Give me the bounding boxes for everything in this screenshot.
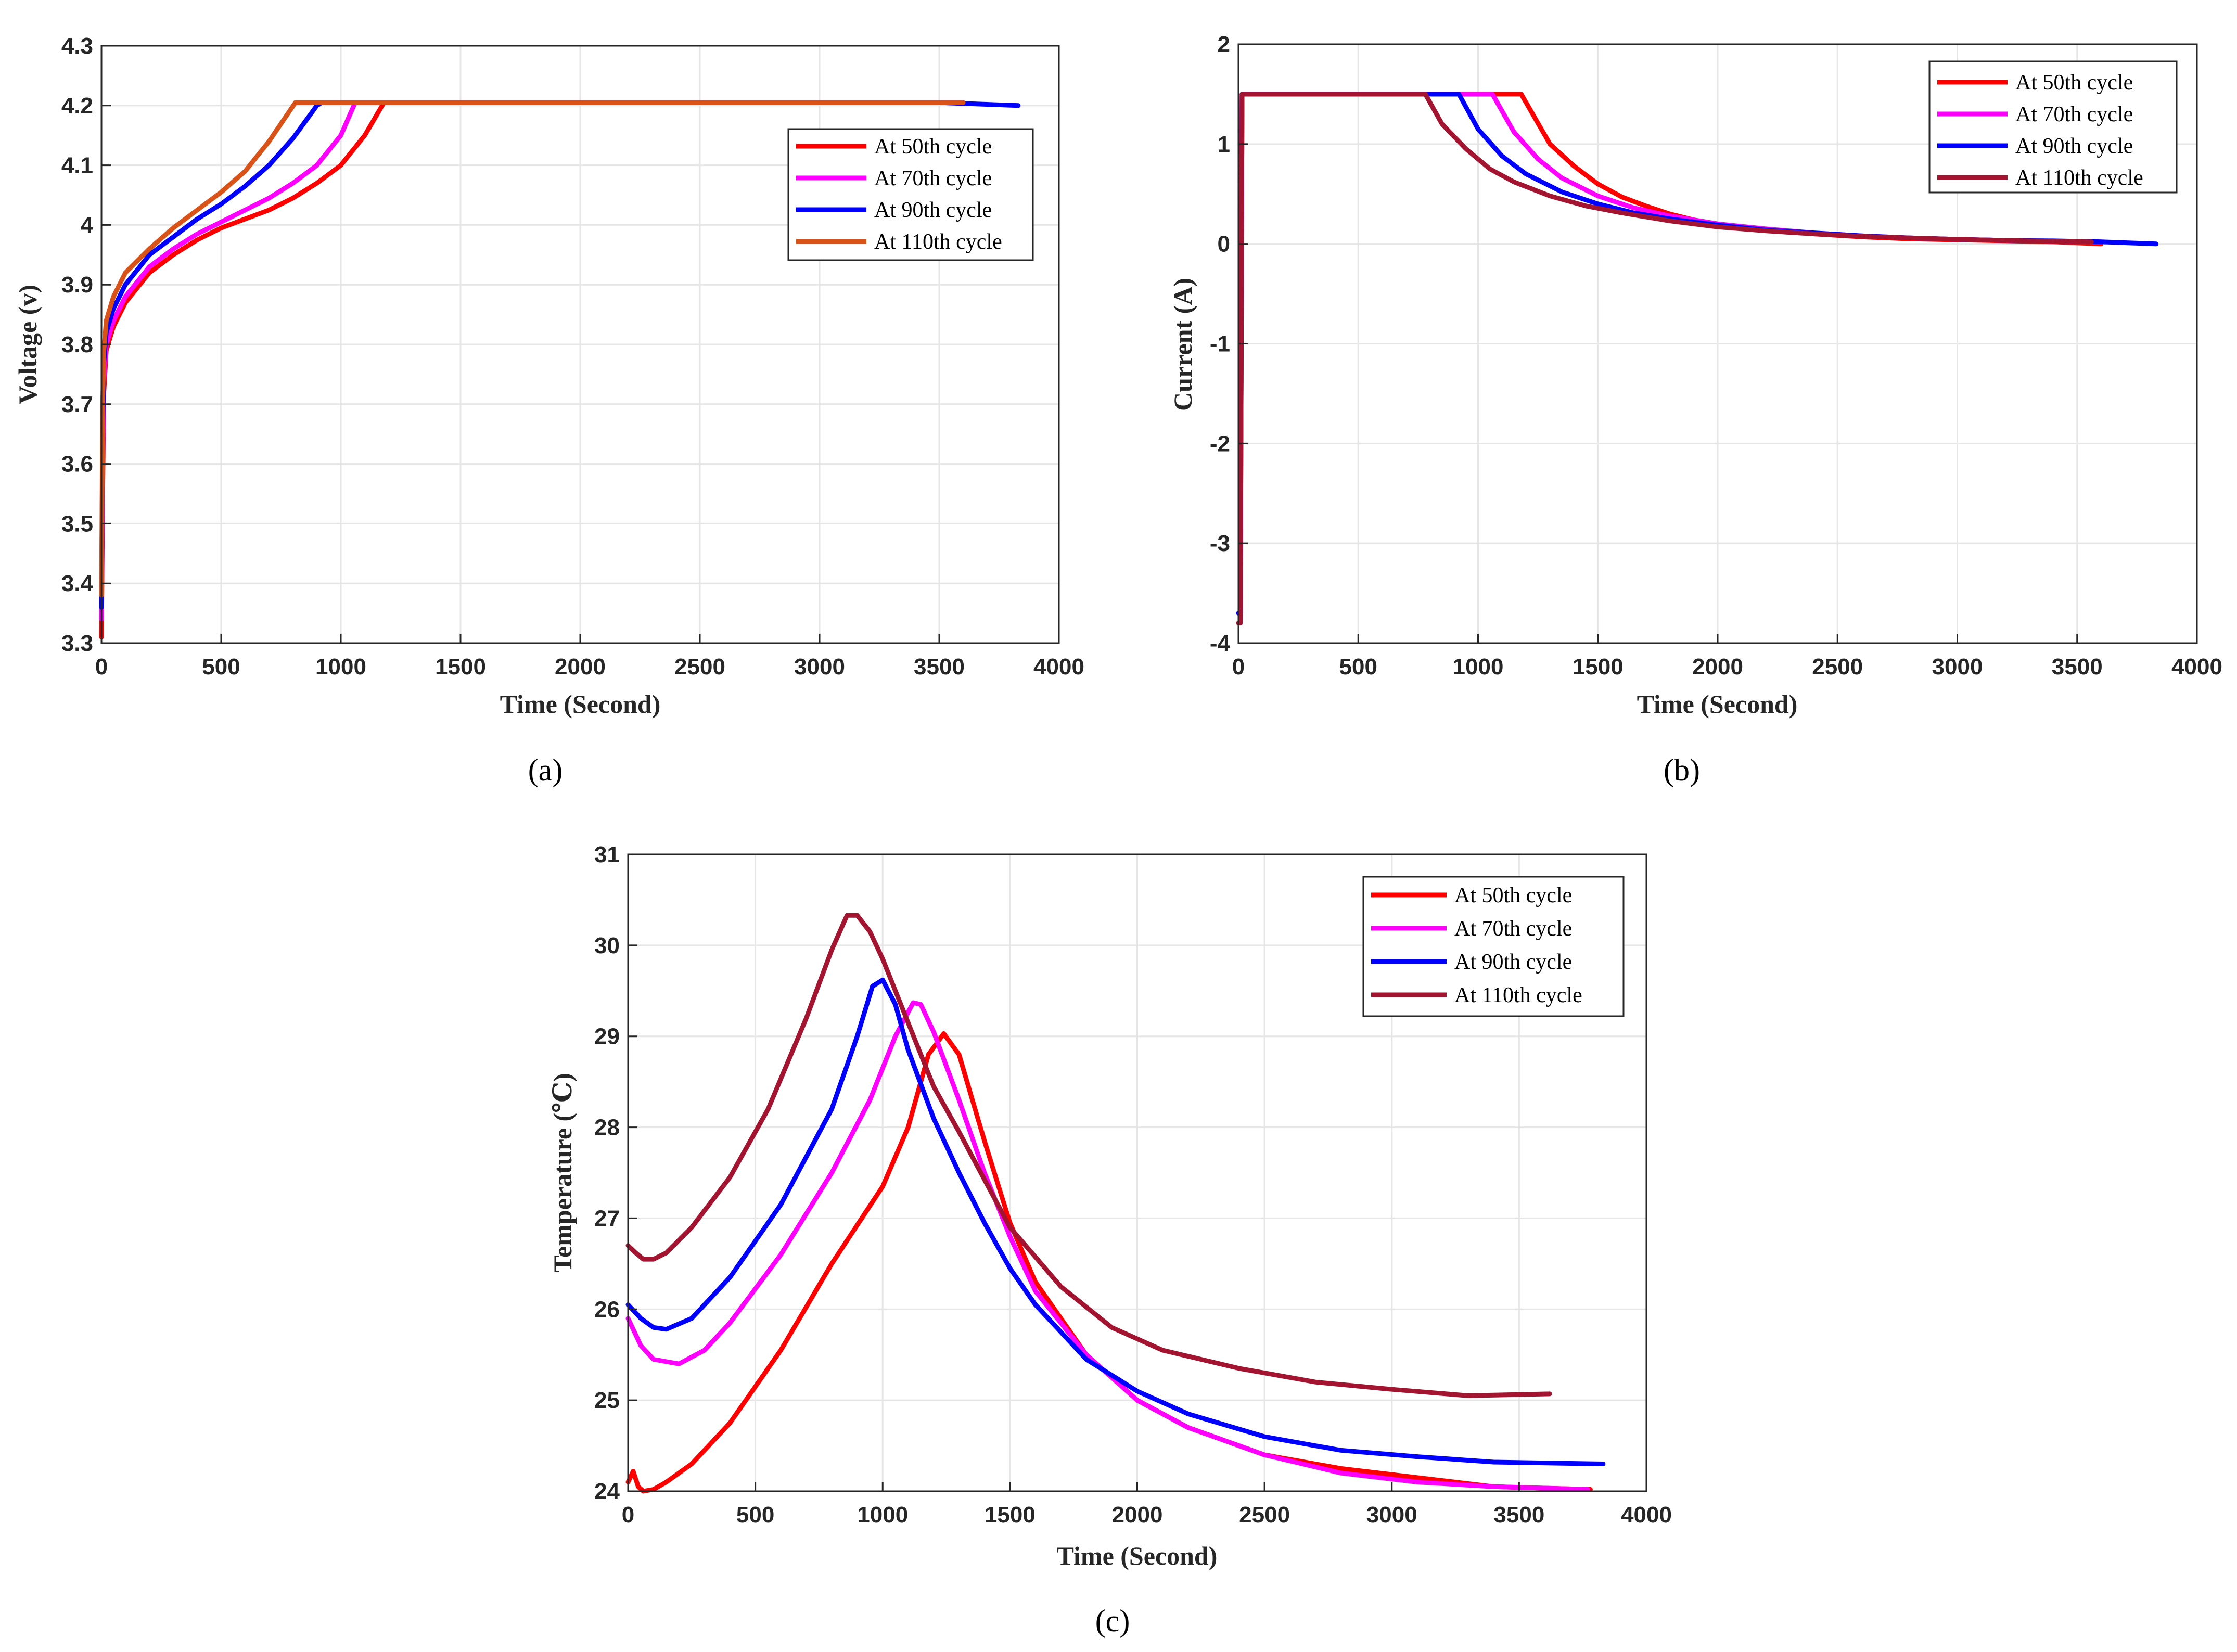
chart-b-xtick-label: 2000 [1692,654,1743,680]
chart-a-ytick-label: 4.3 [61,33,93,59]
chart-b-ytick-label: 2 [1218,32,1230,57]
chart-c: 0 500 1000 1500 2000 2500 3000 3500 4000 24 25 26 27… [548,842,1672,1638]
chart-a-legend-label: At 70th cycle [874,167,992,190]
chart-c-legend-label: At 70th cycle [1454,917,1572,941]
chart-b-xtick-label: 500 [1339,654,1377,680]
chart-b-xlabel: Time (Second) [1637,689,1798,719]
chart-b-ticks: 0 500 1000 1500 2000 2500 3000 3500 4000 -4 -3 -2 -1… [1210,32,2222,680]
chart-a-xtick-label: 2500 [674,654,725,680]
chart-b-ytick-label: 0 [1218,232,1230,257]
chart-c-xtick-label: 4000 [1621,1502,1672,1528]
chart-c-series-line [625,977,1606,1466]
chart-b-ytick-label: -1 [1210,331,1230,357]
chart-c-xtick-label: 2500 [1239,1502,1290,1528]
chart-a-xtick-label: 3000 [794,654,845,680]
chart-c-ytick-label: 24 [594,1479,620,1504]
chart-c-series [625,913,1606,1494]
chart-b-xtick-label: 1500 [1573,654,1624,680]
chart-c-ytick-label: 31 [594,842,620,867]
chart-c-xtick-label: 3500 [1493,1502,1544,1528]
chart-c-ytick-label: 29 [594,1024,620,1049]
chart-c-xtick-label: 500 [736,1502,774,1528]
chart-a-legend-label: At 90th cycle [874,198,992,222]
chart-c-series-line [625,1000,1590,1492]
chart-b-xtick-label: 3500 [2052,654,2103,680]
chart-b-ytick-label: -3 [1210,531,1230,556]
chart-b-series [1236,92,2159,626]
chart-b-series-line [1236,92,2094,626]
chart-a-xlabel: Time (Second) [500,689,661,719]
chart-a-ylabel: Voltage (v) [13,285,42,404]
chart-b-xtick-label: 0 [1232,654,1245,680]
chart-a-ytick-label: 3.5 [61,511,93,536]
chart-b-ytick-label: 1 [1218,132,1230,157]
chart-c-xtick-label: 1000 [857,1502,908,1528]
chart-a-legend-box [787,128,1034,261]
chart-b-legend-label: At 110th cycle [2015,166,2143,190]
chart-a-xtick-label: 500 [202,654,240,680]
chart-c-ylabel: Temperature (℃) [548,1073,577,1272]
chart-b-ytick-label: -4 [1210,631,1231,656]
chart-b-xtick-label: 4000 [2171,654,2222,680]
chart-c-ytick-label: 26 [594,1297,620,1322]
chart-a-ytick-label: 3.7 [61,392,93,417]
chart-b-xtick-label: 3000 [1932,654,1983,680]
chart-a-caption: (a) [528,753,563,787]
chart-c-legend-label: At 90th cycle [1454,950,1572,974]
chart-c-ticks: 0 500 1000 1500 2000 2500 3000 3500 4000 24 25 26 27… [594,842,1672,1528]
chart-c-ytick-label: 25 [594,1388,620,1413]
chart-a-ytick-label: 3.8 [61,332,93,357]
chart-b-legend-label: At 70th cycle [2015,103,2133,126]
chart-c-caption: (c) [1095,1604,1130,1638]
chart-a-ytick-label: 4.2 [61,93,93,119]
chart-a-legend-label: At 50th cycle [874,135,992,159]
chart-b-legend-label: At 90th cycle [2015,134,2133,158]
chart-c-legend-label: At 110th cycle [1454,983,1582,1007]
chart-a-xtick-label: 4000 [1033,654,1084,680]
chart-c-xlabel: Time (Second) [1057,1541,1218,1570]
chart-a-legend-label: At 110th cycle [874,230,1002,254]
chart-c-ytick-label: 30 [594,933,620,958]
chart-a-ytick-label: 3.9 [61,272,93,298]
chart-a-xtick-label: 3500 [914,654,965,680]
chart-a-legend: At 50th cycle At 70th cycle At 90th cycl… [787,128,1034,261]
chart-a: 0 500 1000 1500 2000 2500 3000 3500 4000 3.3 3.4 3.… [13,33,1084,787]
chart-a-xtick-label: 0 [95,654,108,680]
chart-c-legend-label: At 50th cycle [1454,883,1572,907]
chart-a-ytick-label: 3.4 [61,571,94,596]
chart-a-xtick-label: 1500 [435,654,486,680]
chart-c-series-line [625,913,1552,1398]
chart-c-xtick-label: 0 [622,1502,634,1528]
chart-a-xtick-label: 1000 [315,654,366,680]
chart-b-xtick-label: 1000 [1453,654,1504,680]
chart-a-ytick-label: 3.3 [61,631,93,656]
chart-b-caption: (b) [1664,753,1700,787]
chart-a-ytick-label: 3.6 [61,452,93,477]
chart-b-legend: At 50th cycle At 70th cycle At 90th cycl… [1928,60,2178,194]
chart-c-ytick-label: 28 [594,1115,620,1141]
chart-b: 0 500 1000 1500 2000 2500 3000 3500 4000 -4 -3 -2 -1… [1168,32,2222,787]
chart-b-ylabel: Current (A) [1168,278,1197,411]
chart-a-series [99,100,1021,639]
chart-a-ytick-label: 4.1 [61,153,93,178]
chart-b-ytick-label: -2 [1210,431,1230,456]
chart-c-legend: At 50th cycle At 70th cycle At 90th cycl… [1362,876,1625,1017]
chart-a-series-line [99,100,966,598]
chart-a-ticks: 0 500 1000 1500 2000 2500 3000 3500 4000 3.3 3.4 3.… [61,33,1084,680]
chart-b-xtick-label: 2500 [1812,654,1863,680]
chart-c-ytick-label: 27 [594,1206,620,1231]
chart-a-xtick-label: 2000 [555,654,606,680]
chart-c-xtick-label: 2000 [1112,1502,1163,1528]
chart-c-xtick-label: 1500 [985,1502,1036,1528]
chart-c-xtick-label: 3000 [1366,1502,1417,1528]
chart-b-legend-label: At 50th cycle [2015,71,2133,95]
chart-a-ytick-label: 4 [81,212,94,238]
